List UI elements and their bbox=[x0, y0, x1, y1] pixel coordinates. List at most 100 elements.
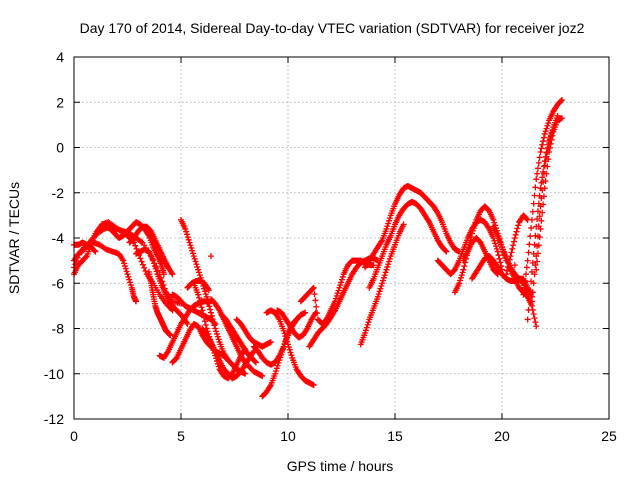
data-point bbox=[378, 282, 385, 289]
y-axis-label: SDTVAR / TECUs bbox=[6, 182, 22, 294]
data-point bbox=[200, 282, 207, 289]
data-point bbox=[275, 359, 282, 366]
data-point bbox=[165, 264, 172, 271]
data-point bbox=[287, 349, 294, 356]
data-point bbox=[152, 265, 159, 272]
data-point bbox=[334, 290, 341, 297]
data-point bbox=[461, 263, 468, 270]
data-point bbox=[544, 163, 551, 170]
data-point bbox=[442, 247, 449, 254]
data-point bbox=[386, 255, 393, 262]
data-point bbox=[541, 185, 548, 192]
data-point bbox=[201, 318, 208, 325]
y-tick-label: -6 bbox=[52, 275, 65, 291]
data-point bbox=[504, 267, 511, 274]
data-point bbox=[201, 314, 208, 321]
data-point bbox=[365, 319, 372, 326]
data-point bbox=[508, 249, 515, 256]
data-point bbox=[309, 285, 316, 292]
data-point bbox=[120, 257, 127, 264]
data-point bbox=[280, 343, 287, 350]
data-point bbox=[132, 242, 139, 249]
data-point bbox=[259, 373, 266, 380]
data-point bbox=[528, 298, 535, 305]
data-point bbox=[535, 159, 542, 166]
data-point bbox=[167, 332, 174, 339]
data-point bbox=[490, 235, 497, 241]
data-point bbox=[190, 253, 197, 260]
data-point bbox=[539, 141, 546, 148]
data-point bbox=[536, 234, 543, 241]
data-point bbox=[491, 219, 498, 226]
data-point bbox=[522, 277, 529, 284]
data-point bbox=[505, 260, 512, 267]
data-point bbox=[510, 242, 517, 249]
data-point bbox=[276, 357, 283, 364]
data-point bbox=[522, 271, 529, 278]
data-point bbox=[537, 225, 544, 232]
data-point bbox=[192, 258, 199, 265]
data-point bbox=[200, 311, 207, 318]
data-point bbox=[533, 266, 540, 273]
y-tick-label: -10 bbox=[44, 366, 64, 382]
data-point bbox=[121, 260, 128, 267]
data-points bbox=[71, 96, 565, 400]
data-point bbox=[494, 248, 501, 255]
data-point bbox=[310, 382, 317, 389]
data-point bbox=[188, 244, 195, 251]
data-point bbox=[509, 245, 516, 252]
data-point bbox=[195, 294, 202, 301]
data-point bbox=[491, 237, 498, 244]
data-point bbox=[539, 209, 546, 216]
data-point bbox=[515, 222, 522, 229]
data-point bbox=[205, 287, 212, 294]
data-point bbox=[458, 272, 465, 279]
data-point bbox=[532, 184, 539, 191]
data-point bbox=[183, 231, 190, 238]
data-point bbox=[184, 234, 191, 241]
data-point bbox=[530, 200, 537, 207]
data-point bbox=[524, 257, 531, 264]
data-point bbox=[286, 346, 293, 353]
data-point bbox=[384, 223, 391, 230]
data-point bbox=[492, 240, 499, 247]
data-point bbox=[534, 258, 541, 265]
data-point bbox=[332, 295, 339, 302]
data-point bbox=[189, 247, 196, 254]
data-point bbox=[540, 134, 547, 141]
data-point bbox=[195, 266, 202, 273]
data-point bbox=[279, 346, 286, 353]
data-point bbox=[141, 264, 148, 271]
data-point bbox=[362, 330, 369, 337]
data-point bbox=[514, 225, 521, 232]
data-point bbox=[199, 280, 206, 287]
data-point bbox=[386, 217, 393, 224]
data-point bbox=[546, 144, 553, 151]
data-point bbox=[202, 291, 209, 298]
data-point bbox=[534, 208, 541, 215]
data-point bbox=[278, 351, 285, 358]
data-point bbox=[545, 156, 552, 163]
data-point bbox=[202, 321, 209, 328]
data-point bbox=[529, 289, 536, 296]
data-point bbox=[338, 279, 345, 286]
data-point bbox=[540, 193, 547, 200]
data-point bbox=[267, 339, 274, 346]
data-point bbox=[532, 262, 539, 269]
data-point bbox=[252, 358, 259, 365]
data-point bbox=[280, 327, 287, 334]
data-point bbox=[539, 174, 546, 181]
data-point bbox=[197, 274, 204, 281]
data-point bbox=[540, 138, 547, 145]
data-point bbox=[196, 272, 203, 279]
data-point bbox=[534, 170, 541, 177]
data-point bbox=[213, 328, 220, 335]
data-point bbox=[493, 245, 500, 252]
data-point bbox=[277, 354, 284, 361]
data-point bbox=[125, 273, 132, 280]
data-point bbox=[533, 323, 540, 330]
data-point bbox=[213, 330, 220, 337]
data-point bbox=[212, 325, 219, 332]
data-point bbox=[531, 315, 538, 322]
